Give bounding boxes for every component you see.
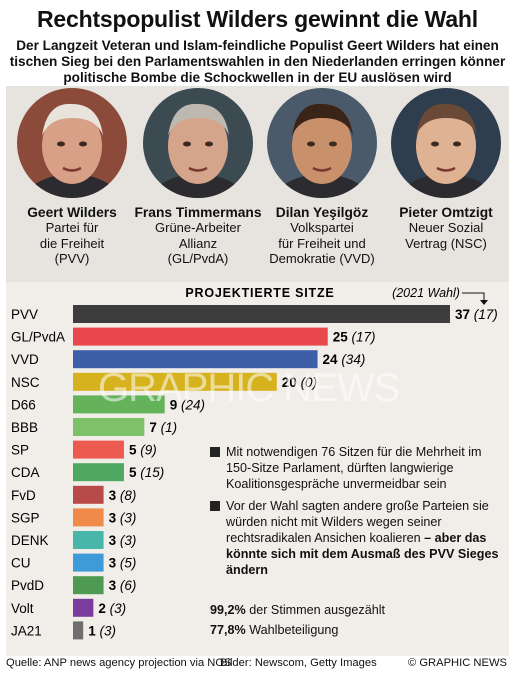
bullet-square-icon [210, 501, 220, 511]
note-emphasis: – aber das könnte sich mit dem Ausmaß de… [226, 531, 499, 577]
candidate-name: Pieter Omtzigt [399, 205, 493, 220]
party-line: (PVV) [54, 251, 90, 266]
party-line: Volkspartei [290, 220, 354, 235]
candidate-name: Geert Wilders [27, 205, 117, 220]
note-text: Vor der Wahl sagten andere große Parteie… [226, 499, 489, 545]
party-line: Allianz [178, 235, 218, 251]
votes-label: der Stimmen ausgezählt [249, 603, 386, 617]
turnout-label: Wahlbeteiligung [249, 623, 339, 637]
votes-counted: 99,2% der Stimmen ausgezählt [210, 600, 506, 620]
votes-value: 99,2% [210, 603, 246, 617]
party-line: Grüne-Arbeiter [155, 220, 241, 235]
note-item: Mit notwendigen 76 Sitzen für die Mehrhe… [210, 444, 506, 492]
candidate-card: Dilan Yeşilgöz Volkspartei für Freiheit … [259, 88, 385, 267]
party-line: Vertrag (NSC) [405, 235, 487, 251]
page-title: Rechtspopulist Wilders gewinnt die Wahl [37, 6, 478, 32]
turnout-value: 77,8% [210, 623, 246, 637]
portrait-photo-icon [267, 88, 377, 198]
notes: Mit notwendigen 76 Sitzen für die Mehrhe… [210, 444, 506, 584]
note-text: Mit notwendigen 76 Sitzen für die Mehrhe… [226, 445, 482, 491]
bullet-square-icon [210, 447, 220, 457]
party-line: Neuer Sozial [408, 220, 484, 235]
party-line: für Freiheit und [278, 235, 366, 251]
turnout: 77,8% Wahlbeteiligung [210, 620, 506, 640]
candidate-party: Volkspartei für Freiheit und Demokratie … [259, 220, 385, 267]
portrait-photo-icon [17, 88, 127, 198]
party-line: Demokratie (VVD) [269, 251, 375, 266]
stats: 99,2% der Stimmen ausgezählt 77,8% Wahlb… [210, 600, 506, 640]
subtitle: Der Langzeit Veteran und Islam-feindlich… [0, 38, 515, 86]
candidate-party: Neuer Sozial Vertrag (NSC) [383, 220, 509, 251]
candidate-party: Grüne-Arbeiter Allianz (GL/PvdA) [132, 220, 264, 267]
party-line: die Freiheit [39, 235, 105, 251]
image-credit: Bilder: Newscom, Getty Images [220, 657, 377, 669]
watermark: GRAPHIC NEWS [98, 366, 400, 410]
subtitle-line: tischen Sieg bei den Parlamentswahlen in… [9, 54, 506, 69]
note-item: Vor der Wahl sagten andere große Parteie… [210, 498, 506, 578]
party-line: (GL/PvdA) [167, 251, 229, 266]
candidate-party: Partei für die Freiheit (PVV) [9, 220, 135, 267]
copyright: © GRAPHIC NEWS [408, 657, 507, 669]
candidate-card: Pieter Omtzigt Neuer Sozial Vertrag (NSC… [383, 88, 509, 251]
candidate-name: Dilan Yeşilgöz [275, 205, 369, 220]
subtitle-line: Der Langzeit Veteran und Islam-feindlich… [16, 38, 499, 53]
candidate-panel: Geert Wilders Partei für die Freiheit (P… [6, 86, 509, 282]
candidate-name: Frans Timmermans [134, 205, 262, 220]
subtitle-line: politische Bombe die Schockwellen in der… [63, 70, 452, 85]
portrait-photo-icon [143, 88, 253, 198]
source-credit: Quelle: ANP news agency projection via N… [6, 657, 232, 669]
party-line: Partei für [45, 220, 99, 235]
portrait-photo-icon [391, 88, 501, 198]
candidate-card: Frans Timmermans Grüne-Arbeiter Allianz … [132, 88, 264, 267]
candidate-card: Geert Wilders Partei für die Freiheit (P… [9, 88, 135, 267]
